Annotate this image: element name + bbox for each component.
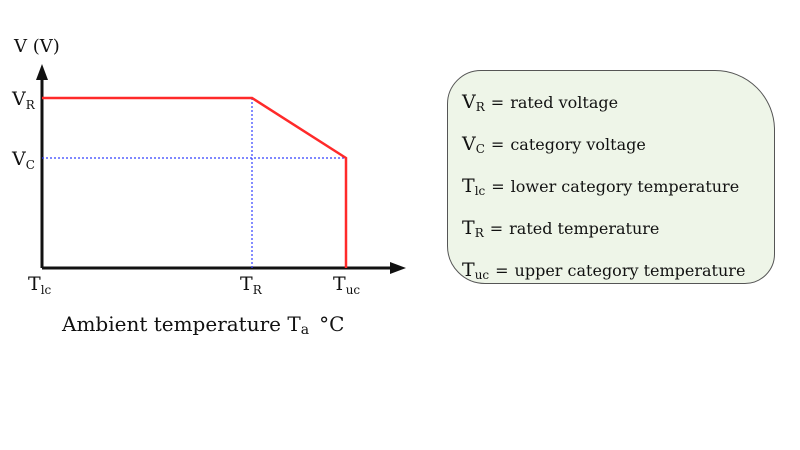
legend-equals: = — [495, 260, 509, 280]
legend-symbol: Tlc — [462, 174, 486, 198]
legend-text: rated voltage — [510, 92, 619, 112]
x-tick-tr: TR — [240, 273, 263, 297]
legend-equals: = — [490, 92, 505, 112]
legend-row-tlc: Tlc = lower category temperature — [462, 165, 774, 207]
legend-text: upper category temperature — [514, 260, 746, 280]
x-axis-arrow — [390, 262, 406, 274]
legend-text: category voltage — [510, 134, 646, 154]
legend-row-vc: VC = category voltage — [462, 123, 774, 165]
x-axis-label: Ambient temperature Ta °C — [61, 312, 344, 338]
legend-box: VR = rated voltage VC = category voltage… — [447, 70, 775, 284]
legend-symbol: Tuc — [462, 258, 490, 282]
legend-text: rated temperature — [509, 218, 660, 238]
x-tick-tlc: Tlc — [28, 273, 52, 297]
y-tick-vr: VR — [11, 88, 36, 112]
legend-symbol: VC — [462, 132, 485, 156]
legend-equals: = — [490, 134, 505, 154]
legend-equals: = — [489, 218, 504, 238]
x-tick-tuc: Tuc — [333, 273, 360, 297]
legend-row-vr: VR = rated voltage — [462, 81, 774, 123]
legend-symbol: TR — [462, 216, 484, 240]
legend-equals: = — [491, 176, 505, 196]
y-tick-vc: VC — [11, 148, 35, 172]
y-axis-label: V (V) — [13, 36, 60, 57]
legend-symbol: VR — [462, 90, 485, 114]
legend-row-tr: TR = rated temperature — [462, 207, 774, 249]
legend-text: lower category temperature — [510, 176, 740, 196]
legend-row-tuc: Tuc = upper category temperature — [462, 249, 774, 291]
derating-curve — [42, 96, 348, 268]
y-axis-arrow — [36, 64, 48, 80]
